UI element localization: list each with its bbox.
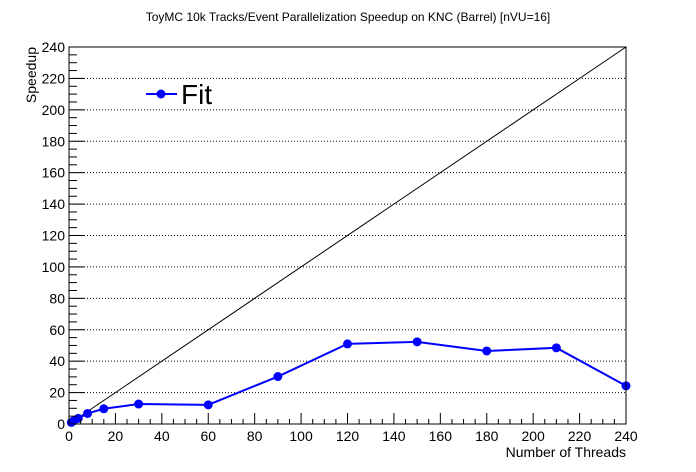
- fit-data-point: [83, 408, 93, 418]
- y-axis-ticks: 0 20 40 60 80 100 120 140 160 180 200 220 240: [42, 39, 85, 432]
- y-tick-label: 220: [42, 70, 66, 86]
- x-tick-label: 100: [289, 428, 313, 444]
- x-tick-label: 40: [154, 428, 170, 444]
- fit-data-point: [134, 399, 144, 409]
- fit-data-point: [203, 400, 213, 410]
- fit-data-point: [73, 413, 83, 423]
- x-tick-label: 180: [475, 428, 499, 444]
- legend-point-marker: [156, 89, 166, 99]
- y-tick-label: 0: [57, 416, 65, 432]
- x-tick-label: 120: [336, 428, 360, 444]
- x-tick-label: 0: [65, 428, 73, 444]
- x-tick-label: 80: [247, 428, 263, 444]
- x-tick-label: 160: [429, 428, 453, 444]
- y-tick-label: 200: [42, 102, 66, 118]
- fit-series-line: [70, 340, 627, 424]
- fit-data-point: [99, 404, 109, 414]
- fit-data-point: [343, 339, 352, 349]
- y-tick-label: 240: [42, 39, 66, 55]
- y-tick-label: 60: [49, 322, 65, 338]
- y-tick-label: 80: [49, 290, 65, 306]
- x-axis-label: Number of Threads: [506, 444, 626, 460]
- fit-data-point: [551, 343, 561, 353]
- y-tick-label: 180: [42, 133, 66, 149]
- y-tick-label: 100: [42, 259, 66, 275]
- y-tick-label: 160: [42, 165, 66, 181]
- legend: Fit: [146, 79, 212, 110]
- x-tick-label: 240: [614, 428, 638, 444]
- y-tick-label: 20: [49, 385, 65, 401]
- x-tick-label: 20: [108, 428, 124, 444]
- fit-data-point: [412, 337, 422, 347]
- x-tick-label: 200: [521, 428, 545, 444]
- ideal-speedup-line: [68, 46, 627, 425]
- x-axis-ticks: 0 20 40 60 80 100 120 140 160 180 200 220 240: [65, 413, 638, 444]
- x-tick-label: 60: [200, 428, 216, 444]
- y-tick-label: 40: [49, 353, 65, 369]
- y-tick-label: 140: [42, 196, 66, 212]
- fit-data-point: [273, 372, 283, 382]
- x-tick-label: 140: [382, 428, 406, 444]
- fit-series-points: [66, 337, 631, 427]
- y-tick-label: 120: [42, 228, 66, 244]
- fit-data-point: [482, 346, 492, 356]
- x-tick-label: 220: [568, 428, 592, 444]
- y-axis-label: Speedup: [23, 47, 39, 103]
- chart-title: ToyMC 10k Tracks/Event Parallelization S…: [146, 10, 551, 24]
- legend-label-fit: Fit: [181, 79, 212, 110]
